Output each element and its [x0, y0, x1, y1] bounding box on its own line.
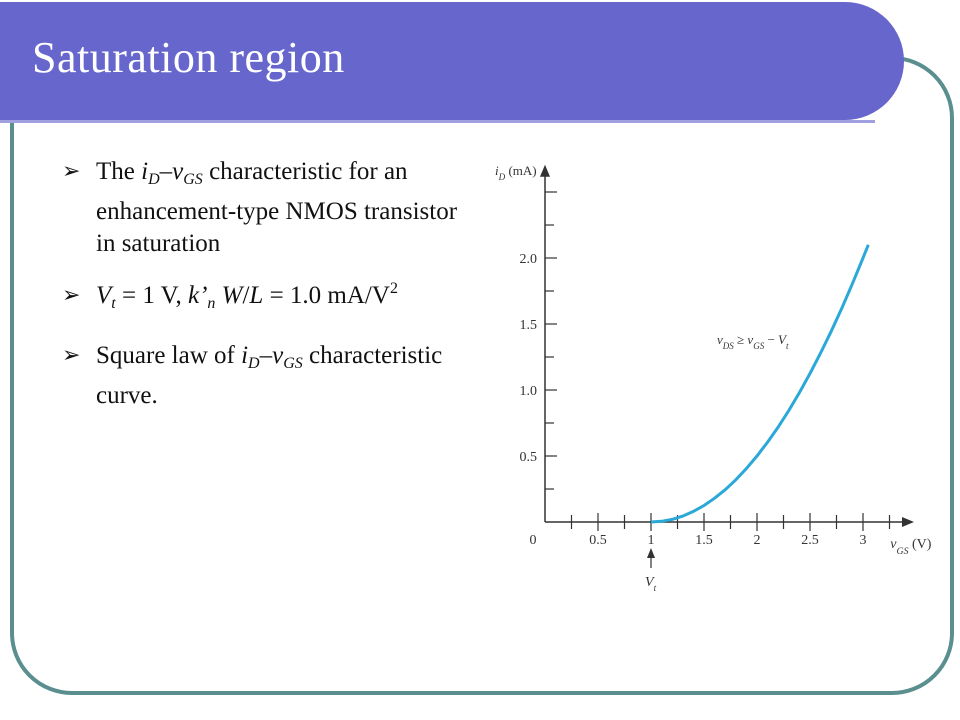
bullet-text-segment: V — [96, 282, 112, 309]
bullet-item: ➢ Square law of iD–vGS characteristic cur… — [62, 340, 482, 412]
y-tick-label: 1.5 — [520, 318, 538, 333]
bullet-text-segment: v — [172, 158, 184, 185]
bullet-text-segment: v — [272, 342, 284, 369]
bullet-text-segment: 2 — [389, 280, 398, 297]
label-part: (mA) — [505, 163, 536, 178]
bullet-text-segment: GS — [183, 171, 203, 188]
bullet-text-segment: = 1.0 mA/V — [263, 282, 390, 309]
x-tick-label: 1 — [648, 533, 655, 548]
annotation-part: t — [654, 583, 657, 593]
x-tick-label: 2 — [754, 533, 761, 548]
annotation-part: t — [786, 341, 789, 351]
bullet-text-segment: i — [141, 158, 149, 185]
y-tick-label: 1.0 — [520, 384, 538, 399]
bullet-arrow-icon: ➢ — [62, 159, 81, 184]
bullet-list: ➢ The iD–vGS characteristic for an enhanc… — [62, 156, 482, 432]
y-axis-label: iD (mA) — [495, 163, 537, 182]
bullet-item: ➢ Vt = 1 V, k’n W/L = 1.0 mA/V2 — [62, 280, 482, 320]
bullet-text-segment: The — [96, 158, 142, 185]
bullet-arrow-icon: ➢ — [62, 283, 81, 308]
bullet-text-segment: D — [248, 355, 260, 372]
bullet-text-segment: n — [207, 295, 216, 312]
annotation-part: V — [645, 575, 655, 590]
id-vgs-curve — [650, 244, 870, 524]
bullet-text-segment: – — [259, 342, 273, 369]
title-banner-underline — [0, 120, 875, 123]
x-tick-label: 1.5 — [695, 533, 713, 548]
annotation-part: DS — [722, 341, 734, 351]
bullet-text-segment: characteristic curve. — [96, 342, 443, 409]
y-axis-arrow-icon — [540, 164, 550, 177]
bullet-text-segment: GS — [283, 355, 303, 372]
x-tick-label: 0.5 — [589, 533, 607, 548]
label-part: v — [890, 537, 897, 552]
id-vgs-chart: 0.5 1 1.5 2 2.5 30.51.01.52.00 vGS (V)iD (mA) … — [495, 163, 932, 593]
bullet-text-segment: W — [221, 282, 243, 309]
title-banner — [0, 2, 904, 120]
bullet-text-segment: i — [241, 342, 249, 369]
chart-axes — [540, 164, 914, 527]
annotation-part: GS — [753, 341, 764, 351]
annotation-part: v — [717, 332, 723, 347]
bullet-item: ➢ The iD–vGS characteristic for an enhanc… — [62, 156, 482, 260]
condition-annotation: vDS ≥ vGS − Vt — [717, 332, 789, 351]
bullet-text-segment: L — [249, 282, 264, 309]
chart-labels: 0.5 1 1.5 2 2.5 30.51.01.52.00 vGS (V)iD (mA) — [495, 163, 932, 557]
chart-ticks — [545, 191, 891, 531]
bullet-text-segment: characteristic for an enhancement-type N… — [96, 158, 458, 257]
annotation-part: ≥ — [734, 332, 748, 347]
bullet-arrow-icon: ➢ — [62, 343, 81, 368]
annotation-part: v — [747, 332, 753, 347]
vt-arrow-icon — [647, 548, 655, 558]
bullet-text-segment: t — [111, 295, 116, 312]
label-part: (V) — [909, 537, 932, 552]
x-tick-label: 3 — [860, 533, 867, 548]
label-part: D — [498, 172, 506, 182]
y-tick-label: 0.5 — [520, 450, 538, 465]
x-tick-label: 2.5 — [801, 533, 819, 548]
annotation-part: V — [778, 332, 788, 347]
y-tick-label: 2.0 — [520, 252, 538, 267]
x-axis-arrow-icon — [902, 517, 914, 527]
vt-marker-label: Vt — [645, 575, 657, 593]
bullet-text-segment: / — [242, 282, 250, 309]
label-part: i — [495, 163, 499, 178]
x-axis-label: vGS (V) — [890, 537, 931, 557]
bullet-text-segment: D — [148, 171, 160, 188]
bullet-text-segment: – — [159, 158, 173, 185]
origin-label: 0 — [530, 533, 537, 548]
annotation-part: − — [764, 332, 778, 347]
bullet-text-segment: Square law of — [96, 342, 242, 369]
bullet-text-segment: = 1 V, — [115, 282, 188, 309]
bullet-text-segment: k’ — [187, 282, 208, 309]
label-part: GS — [897, 546, 909, 557]
slide-title: Saturation region — [32, 33, 345, 82]
